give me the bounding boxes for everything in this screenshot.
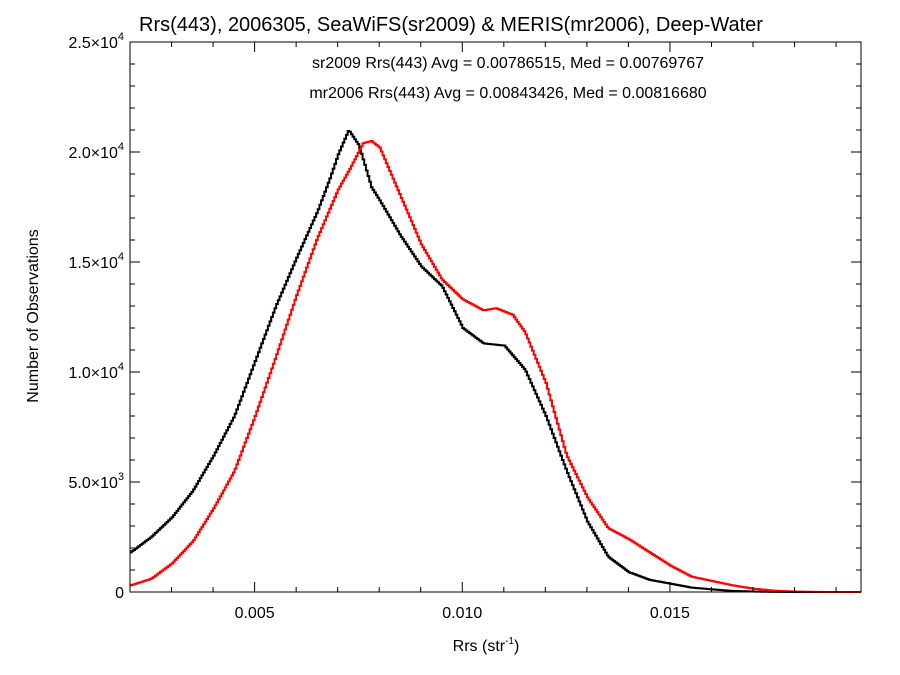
x-axis-label-base: Rrs (str: [453, 638, 506, 655]
y-tick-label: 1.0×104: [68, 361, 124, 382]
annotation-mr2006-stats: mr2006 Rrs(443) Avg = 0.00843426, Med = …: [309, 85, 706, 102]
annotation-sr2009-stats: sr2009 Rrs(443) Avg = 0.00786515, Med = …: [312, 55, 704, 72]
y-tick-label: 2.5×104: [68, 31, 124, 52]
y-tick-label: 5.0×103: [68, 471, 124, 492]
x-axis-label: Rrs (str-1): [453, 636, 520, 655]
series-line-0: [130, 129, 861, 593]
y-axis-ticks: 0 5.0×103 1.0×104 1.5×104 2.0×104 2.5×104: [68, 31, 861, 602]
x-axis-ticks: 0.005 0.010 0.015: [129, 42, 837, 622]
y-tick-label: 1.5×104: [68, 251, 124, 272]
x-axis-label-sup: -1: [505, 636, 514, 647]
chart-title: Rrs(443), 2006305, SeaWiFS(sr2009) & MER…: [139, 14, 763, 36]
x-tick-label: 0.015: [650, 605, 690, 622]
series-layer: [130, 129, 861, 593]
x-axis-label-close: ): [514, 638, 519, 655]
x-tick-label: 0.010: [442, 605, 482, 622]
y-tick-label: 0: [115, 585, 124, 602]
series-line-1: [130, 140, 861, 593]
x-tick-label: 0.005: [235, 605, 275, 622]
plot-frame: [129, 41, 862, 593]
y-tick-label: 2.0×104: [68, 141, 124, 162]
y-axis-label: Number of Observations: [25, 229, 42, 402]
